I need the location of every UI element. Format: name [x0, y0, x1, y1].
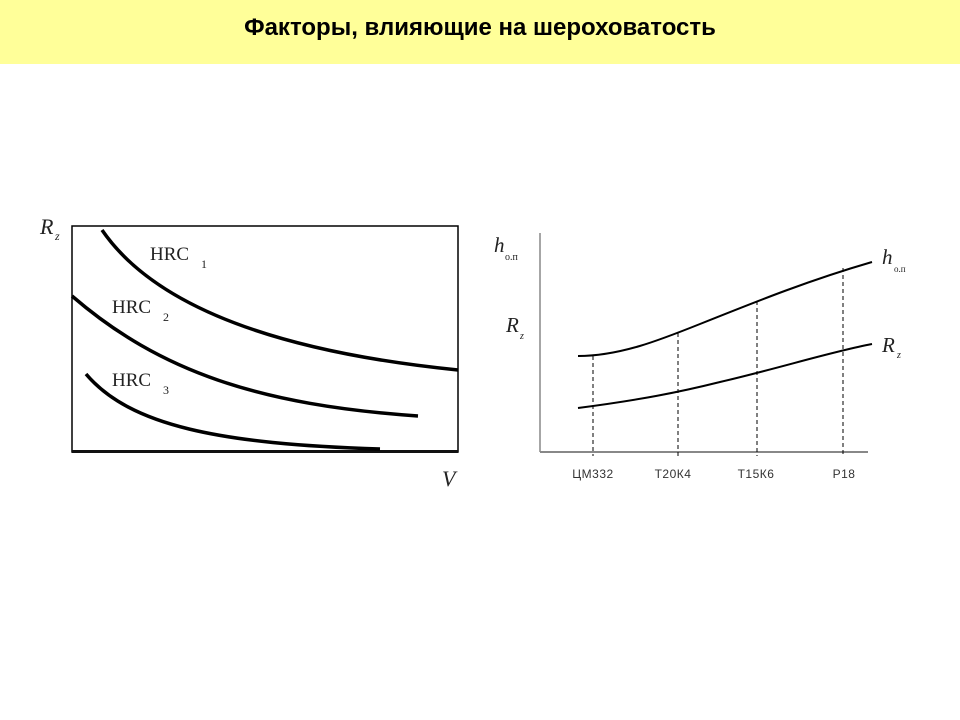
curve-h-op	[577, 261, 873, 357]
curve-hrc3	[84, 372, 381, 451]
tick-label-t20k4: Т20К4	[655, 467, 692, 481]
left-diagram: R z V HRC 1 HRC 2 HRC 3	[39, 214, 459, 491]
left-x-axis-label: V	[442, 466, 458, 491]
right-y-label-top-sub: о.п	[505, 252, 519, 263]
curve-label-rz-sub: z	[896, 350, 901, 361]
curve-hrc2	[70, 294, 419, 418]
curve-label-h-op: h	[882, 245, 893, 269]
right-y-label-top: h	[494, 233, 505, 257]
curve-label-hrc1-index: 1	[201, 257, 207, 271]
tick-label-cm332: ЦМ332	[572, 467, 613, 481]
curve-label-hrc3: HRC	[112, 370, 151, 391]
curve-label-hrc1: HRC	[150, 244, 189, 265]
right-y-label-bottom: R	[505, 313, 519, 337]
tick-label-t15k6: Т15К6	[738, 467, 775, 481]
curve-rz	[577, 343, 873, 409]
right-y-label-bottom-sub: z	[519, 331, 524, 342]
title-bar	[0, 0, 960, 64]
left-y-axis-label-sub: z	[54, 229, 60, 243]
curve-label-hrc2: HRC	[112, 297, 151, 318]
curve-label-hrc2-index: 2	[163, 310, 169, 324]
curve-label-rz: R	[881, 333, 895, 357]
slide-title: Факторы, влияющие на шероховатость	[244, 14, 716, 41]
curve-hrc1	[100, 229, 459, 372]
tick-label-p18: Р18	[833, 467, 856, 481]
right-diagram: h о.п R z h о.п R z ЦМ332 Т20К4 Т15К6 Р1…	[494, 233, 906, 481]
left-x-axis	[72, 450, 458, 453]
curve-label-h-op-sub: о.п	[894, 264, 906, 274]
curve-label-hrc3-index: 3	[163, 383, 169, 397]
left-y-axis-label: R	[39, 214, 54, 239]
